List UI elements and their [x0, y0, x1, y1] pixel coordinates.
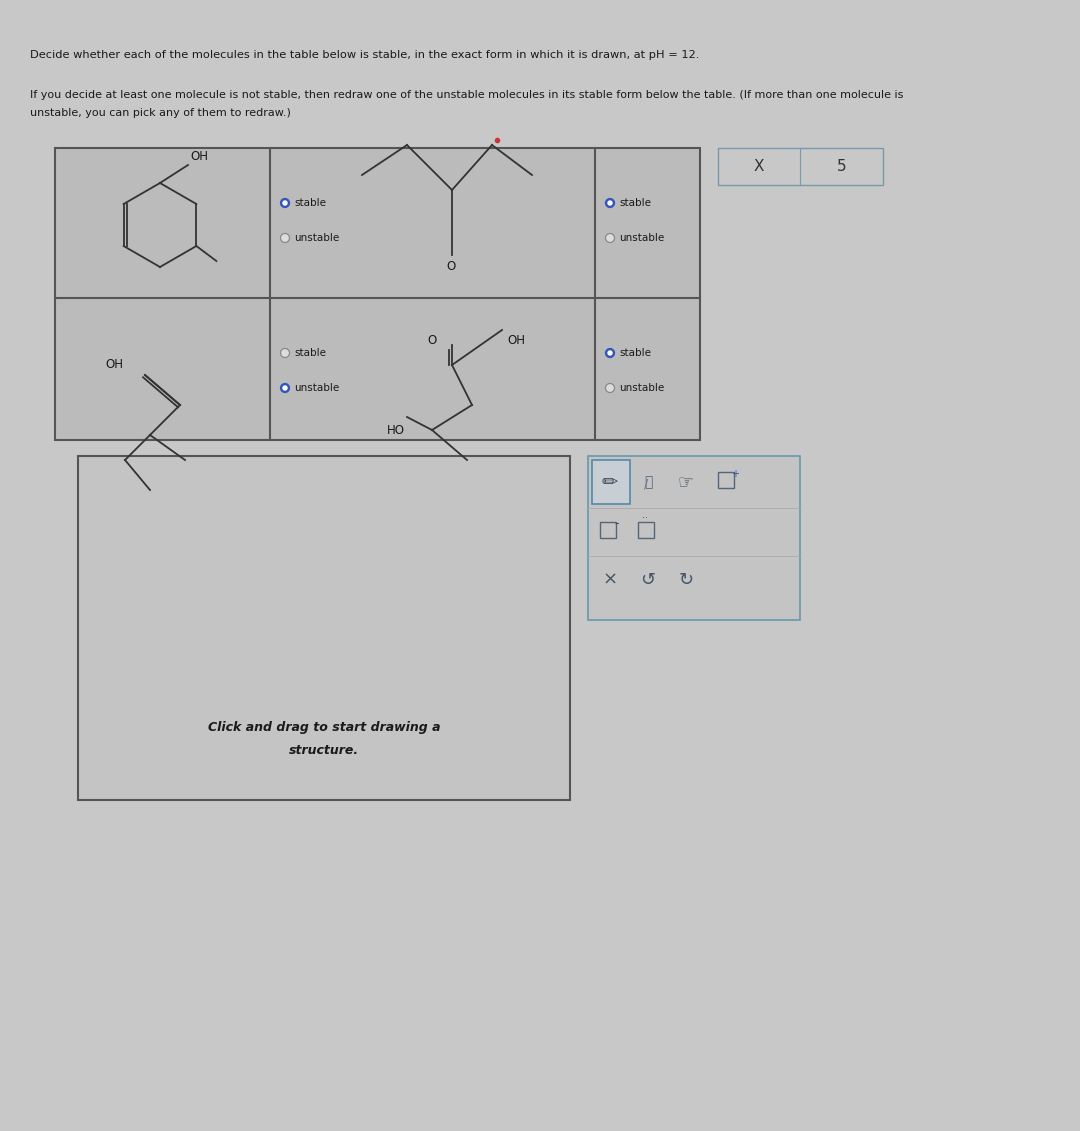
- Circle shape: [281, 348, 289, 357]
- Text: HO: HO: [387, 423, 405, 437]
- Bar: [55, 148, 700, 440]
- Text: 5: 5: [837, 159, 847, 174]
- Text: unstable: unstable: [294, 383, 339, 392]
- Text: O: O: [427, 334, 436, 346]
- Text: /: /: [644, 477, 648, 491]
- Text: ↺: ↺: [640, 571, 656, 589]
- Text: ··: ··: [642, 513, 648, 523]
- Bar: [718, 148, 883, 185]
- Circle shape: [606, 383, 615, 392]
- Text: OH: OH: [190, 150, 208, 163]
- Bar: [638, 523, 654, 538]
- Text: OH: OH: [105, 359, 123, 371]
- Bar: [718, 472, 734, 487]
- Text: If you decide at least one molecule is not stable, then redraw one of the unstab: If you decide at least one molecule is n…: [30, 90, 903, 100]
- Text: ✏: ✏: [602, 473, 618, 492]
- Text: Decide whether each of the molecules in the table below is stable, in the exact : Decide whether each of the molecules in …: [30, 50, 700, 60]
- Circle shape: [608, 201, 612, 205]
- Text: stable: stable: [294, 198, 326, 208]
- Text: unstable: unstable: [294, 233, 339, 243]
- Text: stable: stable: [619, 198, 651, 208]
- Text: +: +: [731, 469, 739, 480]
- Text: stable: stable: [294, 348, 326, 359]
- Circle shape: [281, 199, 289, 207]
- Text: -: -: [615, 518, 619, 530]
- Text: stable: stable: [619, 348, 651, 359]
- Circle shape: [606, 199, 615, 207]
- Text: OH: OH: [507, 334, 525, 346]
- Circle shape: [608, 351, 612, 355]
- Bar: [78, 456, 570, 800]
- Text: unstable: unstable: [619, 233, 664, 243]
- Bar: [592, 460, 630, 504]
- Circle shape: [281, 383, 289, 392]
- Bar: [588, 456, 800, 620]
- Text: structure.: structure.: [289, 743, 359, 757]
- Text: O: O: [446, 260, 456, 273]
- Text: unstable, you can pick any of them to redraw.): unstable, you can pick any of them to re…: [30, 107, 291, 118]
- Circle shape: [283, 386, 287, 390]
- Text: ☞: ☞: [678, 473, 694, 491]
- Circle shape: [281, 233, 289, 242]
- Circle shape: [606, 348, 615, 357]
- Text: ↻: ↻: [678, 571, 693, 589]
- Text: ⬜: ⬜: [644, 475, 652, 489]
- Circle shape: [283, 201, 287, 205]
- Text: X: X: [754, 159, 765, 174]
- Text: ×: ×: [603, 571, 618, 589]
- Text: unstable: unstable: [619, 383, 664, 392]
- Circle shape: [606, 233, 615, 242]
- Text: Click and drag to start drawing a: Click and drag to start drawing a: [207, 722, 441, 734]
- Bar: [600, 523, 616, 538]
